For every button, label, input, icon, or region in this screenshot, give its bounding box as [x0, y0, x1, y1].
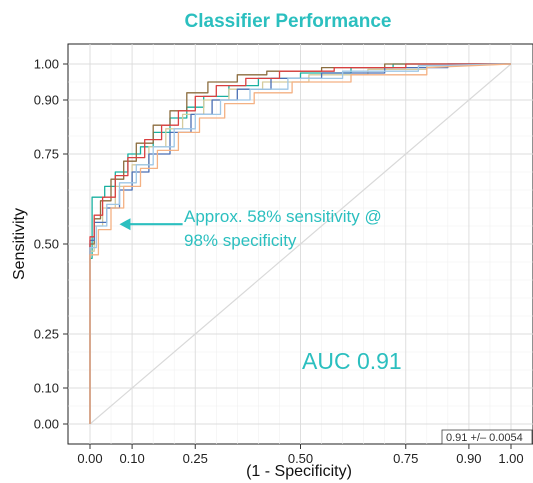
y-tick-label: 0.00: [34, 417, 59, 432]
y-axis-ticks: 0.00 0.10 0.25 0.50 0.75 0.90 1.00: [34, 57, 68, 432]
x-tick-label: 0.00: [77, 451, 102, 466]
x-axis-label: (1 - Specificity): [246, 463, 352, 480]
y-tick-label: 0.50: [34, 237, 59, 252]
x-axis-ticks: 0.00 0.10 0.25 0.50 0.75 0.90 1.00: [77, 444, 524, 466]
x-tick-label: 0.75: [393, 451, 418, 466]
x-tick-label: 1.00: [498, 451, 523, 466]
roc-curves: [89, 63, 512, 424]
roc-curve-6: [89, 63, 512, 424]
y-tick-label: 0.10: [34, 381, 59, 396]
x-tick-label: 0.25: [183, 451, 208, 466]
auc-label: AUC 0.91: [302, 348, 402, 374]
annotation-arrow: [119, 218, 183, 231]
x-tick-label: 0.10: [119, 451, 144, 466]
y-tick-label: 0.25: [34, 327, 59, 342]
annotation-text-line1: Approx. 58% sensitivity @: [184, 207, 382, 226]
arrow-head: [119, 218, 131, 231]
annotation-text-line2: 98% specificity: [184, 231, 297, 250]
x-tick-label: 0.50: [288, 451, 313, 466]
y-tick-label: 1.00: [34, 57, 59, 72]
reference-diagonal: [89, 63, 512, 425]
y-tick-label: 0.75: [34, 147, 59, 162]
reference-line: [89, 63, 512, 425]
auc-note-box: [441, 429, 533, 445]
x-tick-label: 0.90: [456, 451, 481, 466]
auc-note-text: 0.91 +/– 0.0054: [446, 432, 523, 444]
y-tick-label: 0.90: [34, 93, 59, 108]
chart-title: Classifier Performance: [185, 11, 392, 32]
y-axis-label: Sensitivity: [11, 208, 28, 280]
roc-curve-7: [89, 63, 512, 424]
roc-curve-5: [89, 63, 511, 424]
